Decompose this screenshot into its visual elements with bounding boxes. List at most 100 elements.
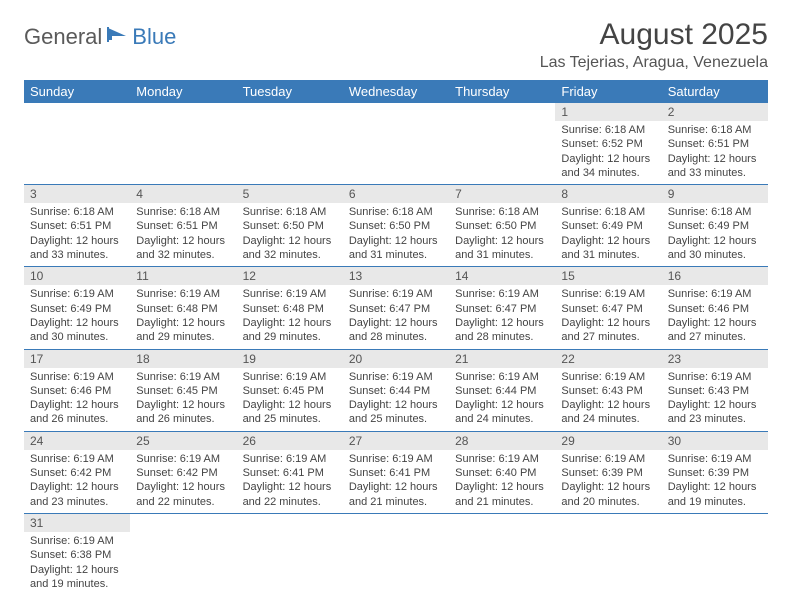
sunset-line: Sunset: 6:47 PM bbox=[455, 302, 549, 316]
daylight-line: Daylight: 12 hours and 29 minutes. bbox=[136, 316, 230, 345]
sunrise-line: Sunrise: 6:19 AM bbox=[561, 370, 655, 384]
calendar-cell: 6Sunrise: 6:18 AMSunset: 6:50 PMDaylight… bbox=[343, 185, 449, 267]
day-number: 13 bbox=[343, 267, 449, 285]
day-number: 21 bbox=[449, 350, 555, 368]
daylight-line: Daylight: 12 hours and 23 minutes. bbox=[668, 398, 762, 427]
sunset-line: Sunset: 6:47 PM bbox=[561, 302, 655, 316]
calendar-cell: 10Sunrise: 6:19 AMSunset: 6:49 PMDayligh… bbox=[24, 267, 130, 349]
sunset-line: Sunset: 6:50 PM bbox=[455, 219, 549, 233]
sunset-line: Sunset: 6:51 PM bbox=[668, 137, 762, 151]
weekday-header: Wednesday bbox=[343, 80, 449, 103]
day-number: 29 bbox=[555, 432, 661, 450]
day-number: 15 bbox=[555, 267, 661, 285]
daylight-line: Daylight: 12 hours and 32 minutes. bbox=[136, 234, 230, 263]
sunrise-line: Sunrise: 6:19 AM bbox=[561, 287, 655, 301]
daylight-line: Daylight: 12 hours and 24 minutes. bbox=[561, 398, 655, 427]
sunrise-line: Sunrise: 6:19 AM bbox=[455, 452, 549, 466]
sunrise-line: Sunrise: 6:18 AM bbox=[668, 205, 762, 219]
calendar-table: Sunday Monday Tuesday Wednesday Thursday… bbox=[24, 80, 768, 595]
calendar-cell bbox=[343, 513, 449, 595]
calendar-cell: 14Sunrise: 6:19 AMSunset: 6:47 PMDayligh… bbox=[449, 267, 555, 349]
daylight-line: Daylight: 12 hours and 24 minutes. bbox=[455, 398, 549, 427]
day-number: 3 bbox=[24, 185, 130, 203]
daylight-line: Daylight: 12 hours and 28 minutes. bbox=[349, 316, 443, 345]
calendar-cell: 9Sunrise: 6:18 AMSunset: 6:49 PMDaylight… bbox=[662, 185, 768, 267]
calendar-cell: 30Sunrise: 6:19 AMSunset: 6:39 PMDayligh… bbox=[662, 431, 768, 513]
day-content: Sunrise: 6:19 AMSunset: 6:46 PMDaylight:… bbox=[24, 368, 130, 431]
daylight-line: Daylight: 12 hours and 33 minutes. bbox=[668, 152, 762, 181]
day-number: 14 bbox=[449, 267, 555, 285]
sunrise-line: Sunrise: 6:19 AM bbox=[349, 370, 443, 384]
calendar-cell: 21Sunrise: 6:19 AMSunset: 6:44 PMDayligh… bbox=[449, 349, 555, 431]
calendar-cell bbox=[130, 513, 236, 595]
calendar-cell: 20Sunrise: 6:19 AMSunset: 6:44 PMDayligh… bbox=[343, 349, 449, 431]
calendar-cell: 5 Sunrise: 6:18 AMSunset: 6:50 PMDaylight… bbox=[237, 185, 343, 267]
sunrise-line: Sunrise: 6:19 AM bbox=[30, 370, 124, 384]
calendar-cell bbox=[24, 103, 130, 185]
location: Las Tejerias, Aragua, Venezuela bbox=[540, 54, 768, 72]
calendar-row: 17Sunrise: 6:19 AMSunset: 6:46 PMDayligh… bbox=[24, 349, 768, 431]
calendar-cell: 13 Sunrise: 6:19 AMSunset: 6:47 PMDayligh… bbox=[343, 267, 449, 349]
sunset-line: Sunset: 6:38 PM bbox=[30, 548, 124, 562]
daylight-line: Daylight: 12 hours and 31 minutes. bbox=[561, 234, 655, 263]
title-block: August 2025 Las Tejerias, Aragua, Venezu… bbox=[540, 18, 768, 72]
sunset-line: Sunset: 6:47 PM bbox=[349, 302, 443, 316]
calendar-cell: 24Sunrise: 6:19 AMSunset: 6:42 PMDayligh… bbox=[24, 431, 130, 513]
day-content: Sunrise: 6:19 AMSunset: 6:47 PMDaylight:… bbox=[555, 285, 661, 348]
calendar-cell: 18Sunrise: 6:19 AMSunset: 6:45 PMDayligh… bbox=[130, 349, 236, 431]
day-number: 24 bbox=[24, 432, 130, 450]
calendar-cell: 12Sunrise: 6:19 AMSunset: 6:48 PMDayligh… bbox=[237, 267, 343, 349]
sunrise-line: Sunrise: 6:18 AM bbox=[455, 205, 549, 219]
day-content: Sunrise: 6:18 AMSunset: 6:50 PMDaylight:… bbox=[449, 203, 555, 266]
calendar-row: 1Sunrise: 6:18 AMSunset: 6:52 PMDaylight… bbox=[24, 103, 768, 185]
sunset-line: Sunset: 6:44 PM bbox=[349, 384, 443, 398]
weekday-header: Sunday bbox=[24, 80, 130, 103]
calendar-row: 10Sunrise: 6:19 AMSunset: 6:49 PMDayligh… bbox=[24, 267, 768, 349]
calendar-cell bbox=[555, 513, 661, 595]
daylight-line: Daylight: 12 hours and 27 minutes. bbox=[561, 316, 655, 345]
daylight-line: Daylight: 12 hours and 25 minutes. bbox=[349, 398, 443, 427]
daylight-line: Daylight: 12 hours and 21 minutes. bbox=[349, 480, 443, 509]
sunset-line: Sunset: 6:50 PM bbox=[243, 219, 337, 233]
day-content: Sunrise: 6:19 AMSunset: 6:41 PMDaylight:… bbox=[343, 450, 449, 513]
daylight-line: Daylight: 12 hours and 20 minutes. bbox=[561, 480, 655, 509]
sunset-line: Sunset: 6:50 PM bbox=[349, 219, 443, 233]
calendar-cell: 29Sunrise: 6:19 AMSunset: 6:39 PMDayligh… bbox=[555, 431, 661, 513]
weekday-header-row: Sunday Monday Tuesday Wednesday Thursday… bbox=[24, 80, 768, 103]
day-number: 5 bbox=[237, 185, 343, 203]
day-content: Sunrise: 6:18 AMSunset: 6:51 PMDaylight:… bbox=[662, 121, 768, 184]
sunset-line: Sunset: 6:42 PM bbox=[30, 466, 124, 480]
logo: General Blue bbox=[24, 24, 176, 50]
sunrise-line: Sunrise: 6:18 AM bbox=[668, 123, 762, 137]
day-content: Sunrise: 6:19 AMSunset: 6:43 PMDaylight:… bbox=[662, 368, 768, 431]
logo-text-general: General bbox=[24, 24, 102, 50]
day-content: Sunrise: 6:19 AMSunset: 6:45 PMDaylight:… bbox=[237, 368, 343, 431]
day-number: 7 bbox=[449, 185, 555, 203]
day-number: 8 bbox=[555, 185, 661, 203]
day-content: Sunrise: 6:19 AMSunset: 6:40 PMDaylight:… bbox=[449, 450, 555, 513]
calendar-cell: 7Sunrise: 6:18 AMSunset: 6:50 PMDaylight… bbox=[449, 185, 555, 267]
sunrise-line: Sunrise: 6:19 AM bbox=[455, 370, 549, 384]
day-content: Sunrise: 6:19 AMSunset: 6:43 PMDaylight:… bbox=[555, 368, 661, 431]
calendar-cell bbox=[343, 103, 449, 185]
daylight-line: Daylight: 12 hours and 30 minutes. bbox=[30, 316, 124, 345]
sunset-line: Sunset: 6:43 PM bbox=[561, 384, 655, 398]
sunrise-line: Sunrise: 6:18 AM bbox=[30, 205, 124, 219]
daylight-line: Daylight: 12 hours and 25 minutes. bbox=[243, 398, 337, 427]
weekday-header: Monday bbox=[130, 80, 236, 103]
calendar-row: 24 Sunrise: 6:19 AM Sunset: 6:42 PM Dayligh… bbox=[24, 431, 768, 513]
calendar-cell bbox=[449, 103, 555, 185]
sunrise-line: Sunrise: 6:18 AM bbox=[243, 205, 337, 219]
day-number: 12 bbox=[237, 267, 343, 285]
sunrise-line: Sunrise: 6:19 AM bbox=[561, 452, 655, 466]
sunset-line: Sunset: 6:49 PM bbox=[561, 219, 655, 233]
calendar-cell bbox=[449, 513, 555, 595]
day-number: 19 bbox=[237, 350, 343, 368]
sunset-line: Sunset: 6:48 PM bbox=[243, 302, 337, 316]
sunrise-line: Sunrise: 6:19 AM bbox=[30, 534, 124, 548]
day-content: Sunrise: 6:18 AMSunset: 6:52 PMDaylight:… bbox=[555, 121, 661, 184]
day-number: 9 bbox=[662, 185, 768, 203]
sunrise-line: Sunrise: 6:19 AM bbox=[349, 287, 443, 301]
daylight-line: Daylight: 12 hours and 32 minutes. bbox=[243, 234, 337, 263]
daylight-line: Daylight: 12 hours and 28 minutes. bbox=[455, 316, 549, 345]
